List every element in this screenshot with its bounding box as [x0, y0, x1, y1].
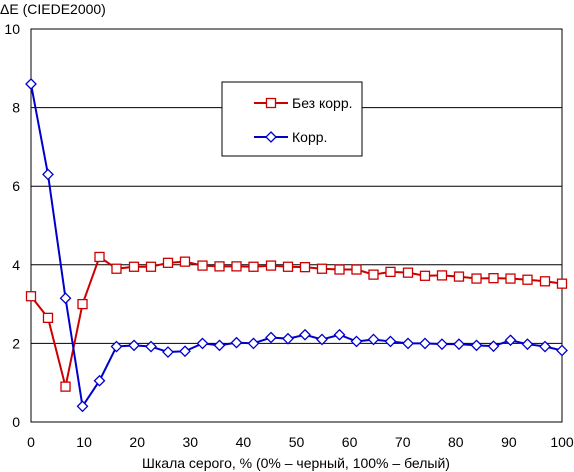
y-tick-label: 0 [12, 414, 20, 430]
data-point [487, 340, 500, 353]
data-point [77, 298, 88, 310]
x-axis-label: Шкала серого, % (0% – черный, 100% – бел… [142, 455, 450, 471]
x-tick-label: 40 [236, 434, 252, 450]
data-point [25, 78, 37, 90]
data-point [333, 328, 346, 341]
data-point [367, 333, 380, 346]
y-tick-label: 10 [4, 21, 20, 37]
data-point [453, 338, 465, 351]
series-2 [25, 78, 568, 413]
data-point [402, 267, 414, 278]
data-point [162, 257, 174, 268]
data-point [179, 345, 191, 358]
data-point [299, 328, 311, 341]
x-tick-label: 100 [550, 434, 574, 450]
data-point [196, 337, 209, 350]
data-point [522, 274, 533, 285]
data-point [214, 261, 225, 272]
data-point [93, 374, 106, 387]
data-point [539, 340, 551, 353]
data-point [470, 339, 483, 352]
series-layer [25, 78, 568, 413]
data-point [111, 263, 122, 274]
legend-marker [265, 97, 277, 109]
y-tick-label: 4 [12, 257, 20, 273]
data-point [488, 273, 499, 284]
data-point [316, 333, 328, 346]
legend-box [221, 81, 363, 157]
data-point [248, 261, 259, 272]
data-point [556, 344, 568, 357]
data-point [316, 263, 328, 274]
data-point [334, 264, 345, 275]
x-tick-label: 90 [501, 434, 517, 450]
data-point [299, 262, 311, 273]
data-point [230, 336, 243, 349]
data-point [59, 292, 72, 305]
data-point [505, 273, 516, 284]
data-point [384, 335, 397, 348]
x-tick-label: 70 [395, 434, 411, 450]
data-point [539, 276, 551, 287]
data-point [436, 338, 448, 351]
data-point [76, 400, 89, 413]
data-point [42, 312, 54, 324]
series-1 [25, 251, 568, 392]
x-tick-label: 10 [76, 434, 92, 450]
data-point [402, 337, 414, 350]
data-point [213, 339, 226, 352]
data-point [265, 331, 277, 344]
data-point [110, 340, 123, 353]
legend-marker [265, 131, 277, 143]
data-point [504, 334, 517, 347]
legend-label: Корр. [292, 129, 327, 145]
data-point [350, 335, 363, 348]
x-tick-label: 60 [342, 434, 358, 450]
data-point [385, 266, 396, 278]
data-point [145, 261, 157, 272]
y-tick-label: 2 [12, 335, 20, 351]
data-point [436, 270, 448, 281]
data-point [419, 270, 431, 281]
data-point [471, 273, 482, 284]
x-tick-labels: 0 10 20 30 40 50 60 70 80 90 100 [27, 434, 574, 450]
legend: Без корр. Корр. [221, 81, 363, 157]
data-point [128, 339, 140, 352]
data-point [25, 291, 37, 302]
data-point [282, 332, 294, 345]
data-point [128, 261, 140, 272]
x-tick-label: 20 [129, 434, 145, 450]
data-point [556, 278, 568, 289]
data-point [42, 168, 54, 181]
y-tick-label: 6 [12, 178, 20, 194]
data-point [453, 271, 465, 282]
data-point [231, 261, 242, 272]
data-point [197, 260, 208, 271]
data-point [351, 264, 362, 275]
data-point [60, 381, 71, 392]
data-point [247, 337, 260, 350]
data-point [162, 346, 174, 358]
data-point [368, 269, 379, 280]
data-point [282, 261, 294, 272]
legend-label: Без корр. [292, 95, 353, 111]
y-axis-label: ΔE (CIEDE2000) [0, 1, 106, 17]
y-tick-label: 8 [12, 100, 20, 116]
x-tick-label: 50 [289, 434, 305, 450]
data-point [521, 338, 534, 351]
x-tick-label: 0 [27, 434, 35, 450]
data-point [419, 337, 431, 350]
data-point [179, 256, 191, 267]
data-point [94, 251, 105, 263]
data-point [265, 260, 277, 271]
data-point [145, 340, 157, 353]
x-tick-label: 30 [183, 434, 199, 450]
y-tick-labels: 0 2 4 6 8 10 [4, 21, 20, 430]
x-tick-label: 80 [448, 434, 464, 450]
